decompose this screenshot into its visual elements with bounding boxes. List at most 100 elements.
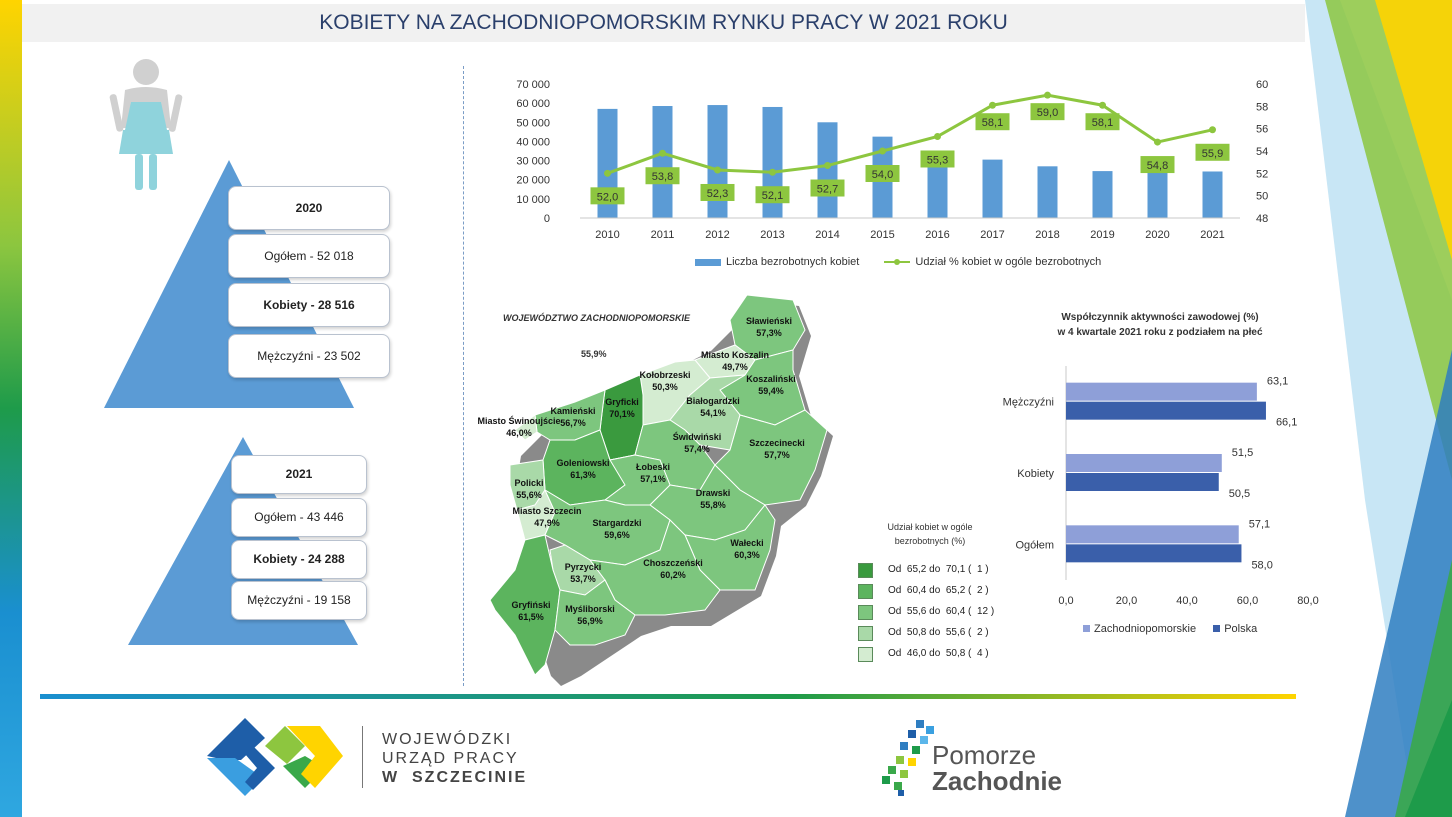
map-region-name: Szczecinecki [749,438,805,448]
region-swinoujscie [514,414,538,441]
hbar-category-label: Ogółem [1015,539,1054,551]
share-data-label: 53,8 [652,171,673,183]
page-title: KOBIETY NA ZACHODNIOPOMORSKIM RYNKU PRAC… [319,11,1008,34]
x-tick-label: 2018 [1035,229,1059,241]
legend-polska-label: Polska [1224,623,1258,635]
map-region-value: 59,4% [758,386,784,396]
stats-2020-total: Ogółem - 52 018 [228,234,390,278]
map-legend-swatch [858,584,873,599]
x-tick-label: 2017 [980,229,1004,241]
hbar-bar-zachodniopomorskie [1066,525,1239,544]
bar-unemployed-women [927,152,948,218]
share-label-bg [590,187,625,205]
share-label-bg [810,179,845,197]
share-point [714,166,721,174]
legend-bar-label: Liczba bezrobotnych kobiet [726,256,860,268]
x-tick-label: 2015 [870,229,894,241]
legend-line-label: Udział % kobiet w ogóle bezrobotnych [915,256,1102,268]
map-region-value: 57,3% [756,328,782,338]
bar-unemployed-women [1037,166,1058,218]
share-line [606,93,1213,175]
wup-logo-divider [362,726,363,788]
share-data-label: 54,0 [872,169,893,181]
y-left-tick-label: 40 000 [516,136,550,148]
hbar-bar-zachodniopomorskie [1066,454,1222,472]
map-legend-label: Od 65,2 do 70,1 ( 1 ) [888,564,989,575]
y-right-tick-label: 56 [1256,124,1268,136]
share-label-bg [1085,113,1120,131]
share-label-bg [755,186,790,204]
legend-polska-swatch [1213,625,1221,632]
legend-bar-swatch [695,258,721,266]
map-region-value: 55,8% [700,500,726,510]
wup-logo-text: WOJEWÓDZKI URZĄD PRACY W SZCZECINIE [382,730,527,787]
map-region-name: Miasto Świnoujście [477,415,560,426]
share-data-label: 54,8 [1147,160,1168,172]
map-legend-title: Udział kobiet w ogóle bezrobotnych (%) [870,520,990,548]
unemployment-combo-chart: 52,0 53,8 52,3 52,1 52,7 54,0 55,3 58,1 59,0 58,1… [516,79,1268,241]
share-point [659,149,666,157]
y-left-tick-label: 20 000 [516,175,550,187]
map-region-value: 61,5% [518,612,544,622]
map-region-value: 54,1% [700,408,726,418]
hbar-category-label: Mężczyźni [1003,397,1054,409]
hbar-data-label: 66,1 [1276,417,1297,429]
map-region-name: Białogardzki [686,396,740,406]
bar-unemployed-women [817,122,838,218]
share-label-bg [865,165,900,182]
activity-legend: Zachodniopomorskie Polska [1083,623,1257,635]
map-region-name: Miasto Koszalin [701,350,769,360]
pomorze-zachodnie-logo-icon [882,720,934,796]
map-legend-swatch [858,563,873,578]
map-region-value: 70,1% [609,409,635,419]
share-point [989,101,996,109]
zachodnie-text: Zachodnie [932,766,1063,796]
share-label-bg [700,183,735,201]
map-region-value: 60,2% [660,570,686,580]
share-data-label: 55,9 [1202,148,1223,160]
map-region-value: 46,0% [506,428,532,438]
map-region-name: Kołobrzeski [639,370,690,380]
map-region-value: 61,3% [570,470,596,480]
map-legend-label: Od 46,0 do 50,8 ( 4 ) [888,648,989,659]
x-tick-label: 2019 [1090,229,1114,241]
hbar-data-label: 50,5 [1229,488,1250,500]
decorative-right-shapes [1305,0,1452,817]
y-right-tick-label: 58 [1256,101,1268,113]
x-tick-label: 2013 [760,229,784,241]
bar-unemployed-women [1202,171,1223,218]
share-point [1044,91,1051,99]
wup-line3-a: W [382,769,400,786]
decorative-left-strip [0,0,22,817]
share-data-label: 58,1 [1092,117,1113,129]
map-region-value: 47,9% [534,518,560,528]
share-point [824,162,831,170]
map-region-value: 49,7% [722,362,748,372]
map-legend-title-line2: bezrobotnych (%) [894,536,966,546]
share-data-label: 58,1 [982,117,1003,129]
map-region-value: 57,7% [764,450,790,460]
stats-2020-year: 2020 [228,186,390,230]
hbar-x-tick-label: 40,0 [1176,595,1197,607]
share-point [604,169,611,177]
x-tick-label: 2011 [651,229,675,241]
map-region-value: 56,9% [577,616,603,626]
x-tick-label: 2012 [705,229,729,241]
map-region-name: Koszaliński [746,374,796,384]
bar-unemployed-women [982,159,1003,218]
stats-2021-men: Mężczyźni - 19 158 [231,581,367,620]
hbar-x-tick-label: 60,0 [1237,595,1258,607]
map-region-value: 59,6% [604,530,630,540]
legend-zachodniopomorskie-label: Zachodniopomorskie [1094,623,1197,635]
map-legend-label: Od 60,4 do 65,2 ( 2 ) [888,585,989,596]
combo-legend: Liczba bezrobotnych kobiet Udział % kobi… [695,256,1101,268]
hbar-x-tick-label: 20,0 [1116,595,1137,607]
map-legend-title-line1: Udział kobiet w ogóle [887,522,973,532]
map-region-name: Miasto Szczecin [512,506,581,516]
y-right-tick-label: 50 [1256,191,1268,203]
map-region-name: Wałecki [730,538,763,548]
share-data-label: 52,0 [597,191,618,203]
hbar-bar-polska [1066,544,1242,563]
hbar-x-tick-label: 0,0 [1058,595,1073,607]
y-right-tick-label: 52 [1256,168,1268,180]
